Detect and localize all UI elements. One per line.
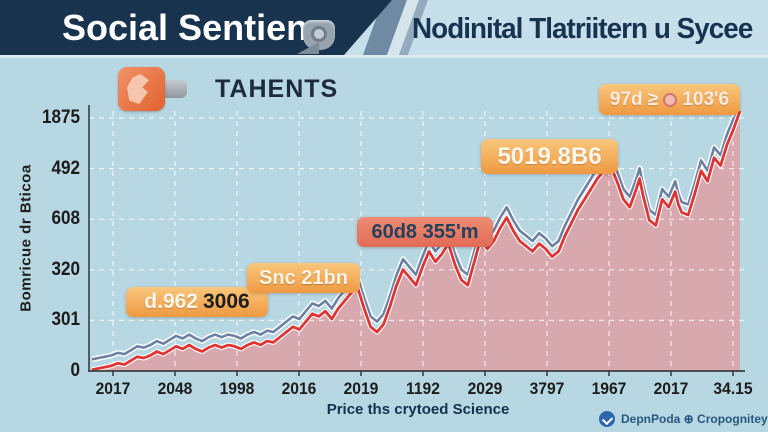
x-tick-label: 1998 — [219, 379, 255, 398]
badge-coin-icon — [663, 92, 678, 107]
y-axis-title: Bomricue dr Bticoa — [17, 164, 35, 312]
badge-4-text: 5019.8B6 — [497, 142, 602, 170]
y-tick-label: 1875 — [41, 107, 80, 128]
badge-2-text: Snc 21bn — [259, 266, 348, 289]
x-axis-title: Price ths crytoed Science — [326, 401, 510, 418]
y-tick-label: 301 — [51, 309, 80, 331]
x-tick-label: 1192 — [406, 379, 440, 398]
y-tick-label: 608 — [51, 208, 80, 230]
x-tick-label: 2017 — [653, 379, 689, 398]
footer-source: DepnPoda ⊕ Cropognitey — [599, 411, 768, 427]
y-tick-label: 492 — [51, 157, 80, 179]
x-tick-label: 3797 — [529, 379, 565, 398]
price-chart: Bomricue dr Bticoa d.962 3006 Snc 21bn 6… — [18, 84, 753, 418]
x-tick-label: 2019 — [343, 379, 379, 398]
badge-1-part2: 3006 — [202, 290, 250, 313]
annotation-badge-2: Snc 21bn — [247, 263, 360, 293]
legend: TAHENTS — [118, 67, 338, 111]
annotation-badge-1: d.962 3006 — [126, 287, 268, 317]
x-tick-label: 2029 — [467, 379, 503, 398]
badge-1-part1: d.962 — [144, 290, 198, 313]
badge-3-text: 60d8 355'm — [371, 220, 479, 243]
source-text: DepnPoda ⊕ Cropognitey — [621, 412, 768, 426]
x-tick-label: 2017 — [95, 379, 131, 398]
annotation-badge-3: 60d8 355'm — [357, 217, 493, 247]
app-title: Social Sentiens — [62, 7, 329, 48]
x-tick-label: 1967 — [591, 379, 627, 398]
annotation-badge-4: 5019.8B6 — [481, 139, 618, 174]
badge-5-part1: 97d ≥ — [609, 88, 659, 110]
annotation-badge-5: 97d ≥ 103'6 — [599, 84, 740, 115]
page-title: Nodinital Tlatriitern u Sycee — [412, 13, 753, 45]
source-logo-icon — [599, 411, 615, 427]
y-tick-label: 0 — [70, 360, 80, 381]
x-tick-label: 2048 — [157, 379, 193, 398]
header: Social Sentiens Nodinital Tlatriitern u … — [0, 0, 768, 58]
badge-5-part2: 103'6 — [682, 88, 730, 110]
y-tick-label: 320 — [51, 258, 80, 280]
legend-label: TAHENTS — [215, 74, 339, 103]
camera-lens-icon — [311, 26, 327, 42]
x-tick-label: 34.15 — [713, 379, 753, 398]
camera-badge-icon — [297, 20, 341, 55]
plug-connector-icon — [161, 80, 187, 98]
plug-icon-glyph — [127, 74, 149, 104]
x-tick-label: 2016 — [281, 379, 317, 398]
plug-icon — [118, 67, 165, 111]
